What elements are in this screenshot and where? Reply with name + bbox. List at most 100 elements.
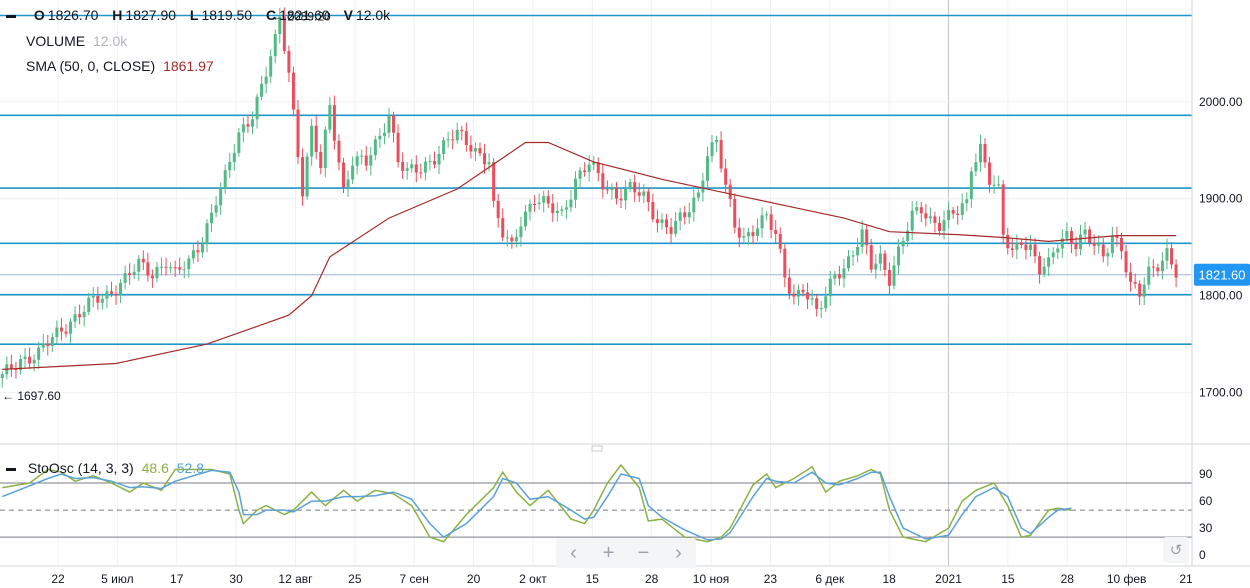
x-tick-label: 10 фев	[1107, 572, 1147, 586]
candle-body	[592, 162, 596, 165]
candle-body	[87, 297, 91, 312]
candle-body	[128, 273, 132, 276]
candle-body	[82, 311, 86, 318]
candle-body	[715, 139, 719, 143]
y-tick-label: 1800.00	[1199, 289, 1243, 303]
sma-legend[interactable]: SMA (50, 0, CLOSE) 1861.97	[26, 57, 214, 75]
candle-body	[1051, 252, 1055, 258]
x-tick-label: 25	[348, 572, 362, 586]
low-value: 1819.50	[201, 7, 253, 23]
candle-body	[14, 368, 18, 371]
horizontal-levels	[0, 14, 1192, 345]
candle-body	[237, 132, 241, 153]
candle-body	[1101, 244, 1105, 257]
candle-body	[1092, 242, 1096, 246]
candle-body	[992, 184, 996, 186]
candle-body	[1069, 231, 1073, 244]
candle-body	[273, 33, 277, 57]
candle-body	[1110, 235, 1114, 254]
candle-body	[278, 16, 282, 34]
candle-body	[665, 219, 669, 228]
candle-body	[310, 125, 314, 157]
candle-body	[378, 135, 382, 140]
candle-body	[601, 173, 605, 190]
candle-body	[796, 289, 800, 297]
candle-body	[405, 168, 409, 171]
candle-body	[933, 216, 937, 223]
sto-legend[interactable]: StoOsc (14, 3, 3) 48.6 52.8	[6, 459, 204, 477]
candle-body	[851, 255, 855, 257]
candle-body	[150, 275, 154, 279]
candle-body	[41, 343, 45, 348]
grid-lines	[0, 0, 1192, 566]
reset-chart-button[interactable]: ↺	[1163, 537, 1189, 563]
candle-body	[423, 161, 427, 173]
candle-body	[860, 229, 864, 247]
candle-body	[746, 232, 750, 237]
candle-body	[997, 184, 1001, 186]
candle-body	[251, 119, 255, 127]
candle-body	[778, 233, 782, 249]
volume-legend[interactable]: VOLUME 12.0k	[26, 32, 127, 50]
zoom-out-button[interactable]: −	[637, 541, 650, 564]
candle-body	[878, 253, 882, 264]
candle-body	[205, 223, 209, 245]
candle-body	[446, 139, 450, 141]
candle-body	[132, 271, 136, 276]
x-tick-label: 6 дек	[815, 572, 845, 586]
candle-body	[69, 321, 73, 334]
zoom-in-button[interactable]: +	[602, 541, 615, 564]
candle-body	[23, 356, 27, 359]
candle-body	[210, 212, 214, 224]
candle-body	[1038, 256, 1042, 275]
candle-body	[983, 143, 987, 163]
candle-body	[774, 229, 778, 234]
candle-body	[291, 72, 295, 110]
sto-k-value: 48.6	[141, 460, 169, 476]
candle-body	[596, 162, 600, 174]
candle-body	[1001, 184, 1005, 235]
candle-body	[560, 209, 564, 211]
candle-body	[123, 273, 127, 283]
candle-body	[432, 161, 436, 165]
scroll-forward-button[interactable]: ›	[675, 541, 682, 564]
candle-body	[760, 215, 764, 229]
candle-body	[487, 162, 491, 165]
candle-body	[442, 140, 446, 154]
candle-body	[1074, 243, 1078, 250]
candle-body	[1160, 260, 1164, 272]
candle-body	[96, 295, 100, 303]
scroll-back-button[interactable]: ‹	[570, 541, 577, 564]
candle-body	[50, 337, 54, 346]
y-tick-label: 2000.00	[1199, 95, 1243, 109]
candle-body	[410, 164, 414, 169]
candle-body	[155, 266, 159, 279]
candle-body	[951, 210, 955, 214]
candle-body	[865, 229, 869, 246]
candle-body	[419, 172, 423, 174]
candle-body	[364, 155, 368, 166]
candle-body	[0, 374, 4, 379]
candle-body	[37, 347, 41, 360]
candle-body	[1165, 248, 1169, 261]
candle-body	[537, 202, 541, 205]
candle-body	[614, 188, 618, 199]
sto-collapse-icon[interactable]	[6, 467, 16, 471]
candle-body	[887, 269, 891, 286]
candle-body	[59, 327, 63, 332]
collapse-icon[interactable]	[6, 14, 16, 18]
candle-body	[915, 207, 919, 211]
candle-body	[1083, 229, 1087, 235]
candle-body	[978, 143, 982, 163]
candle-body	[387, 115, 391, 133]
candle-body	[246, 124, 250, 127]
candle-body	[819, 308, 823, 310]
candle-body	[305, 156, 309, 197]
candle-body	[496, 200, 500, 219]
candle-body	[610, 188, 614, 190]
candle-body	[328, 105, 332, 130]
candle-body	[765, 214, 769, 216]
axes	[0, 0, 1250, 567]
